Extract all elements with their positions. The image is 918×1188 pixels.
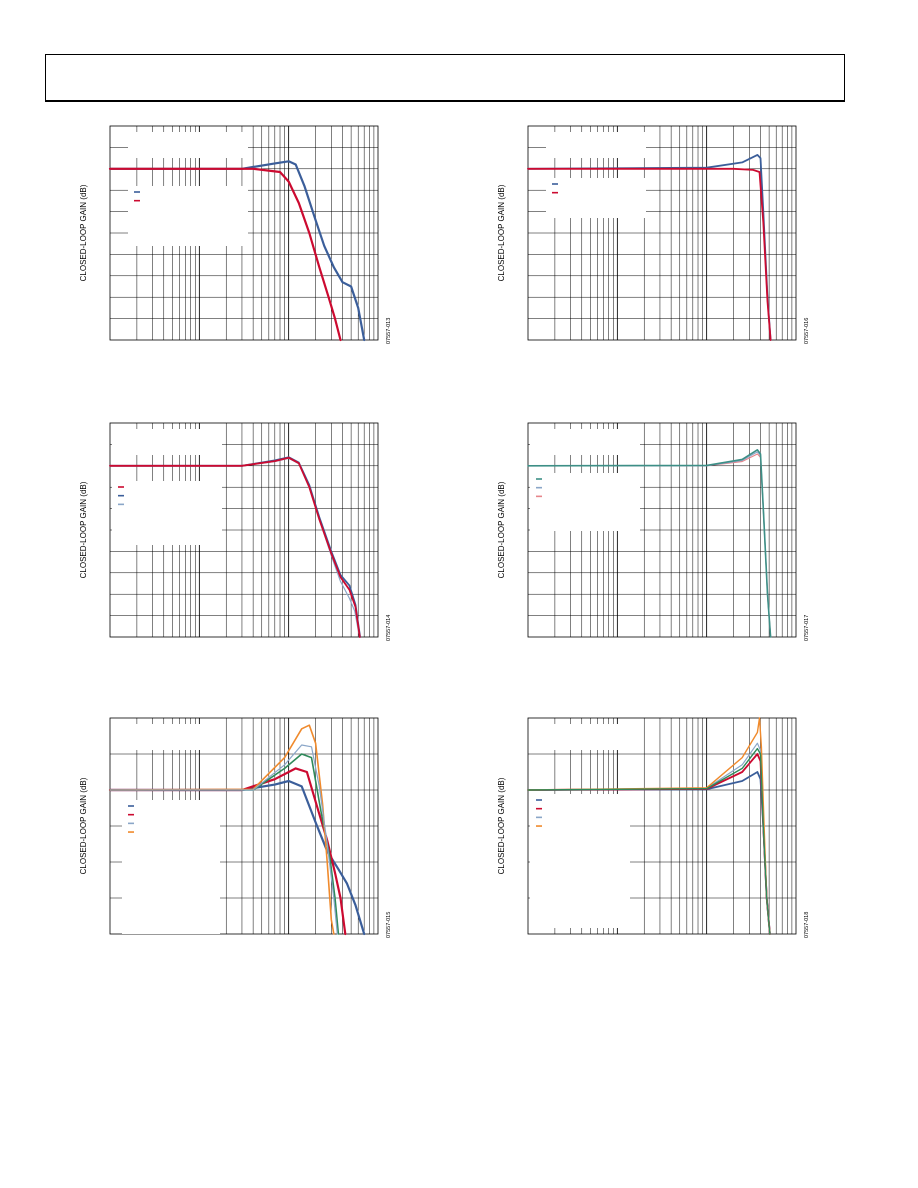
chart-panel-014: CLOSED-LOOP GAIN (dB) 07557-014 — [72, 415, 392, 647]
legend-box — [530, 794, 630, 928]
figure-code: 07557-013 — [386, 318, 392, 344]
chart-panel-013: CLOSED-LOOP GAIN (dB) 07557-013 — [72, 118, 392, 350]
y-axis-label: CLOSED-LOOP GAIN (dB) — [497, 481, 506, 578]
chart-panel-016: CLOSED-LOOP GAIN (dB) 07557-016 — [490, 118, 810, 350]
legend-box — [128, 186, 248, 246]
y-axis-label: CLOSED-LOOP GAIN (dB) — [497, 777, 506, 874]
series-line-3 — [109, 456, 361, 638]
grid — [528, 126, 796, 340]
legend-box — [546, 178, 646, 218]
chart-013: CLOSED-LOOP GAIN (dB) 07557-013 — [79, 125, 392, 344]
conditions-box — [530, 429, 640, 455]
series-line-2 — [527, 167, 772, 341]
chart-panel-015: CLOSED-LOOP GAIN (dB) 07557-015 — [72, 710, 392, 942]
figure-code: 07557-014 — [386, 615, 392, 641]
legend-box — [530, 473, 640, 531]
figure-code: 07557-015 — [386, 912, 392, 938]
legend-box — [122, 800, 220, 934]
series-line-4 — [109, 724, 335, 935]
chart-016: CLOSED-LOOP GAIN (dB) 07557-016 — [497, 125, 810, 344]
series-line-1 — [108, 779, 366, 936]
legend-box — [112, 481, 222, 545]
y-axis-label: CLOSED-LOOP GAIN (dB) — [79, 481, 88, 578]
chart-015: CLOSED-LOOP GAIN (dB) 07557-015 — [79, 717, 392, 938]
series-line-1 — [108, 160, 366, 342]
chart-018: CLOSED-LOOP GAIN (dB) 07557-018 — [497, 717, 810, 938]
series-line-5 — [527, 747, 771, 935]
conditions-box — [112, 429, 222, 455]
conditions-box — [530, 724, 630, 750]
figure-code: 07557-017 — [804, 615, 810, 641]
page-header-box — [45, 54, 845, 102]
series-line-5 — [109, 744, 338, 935]
figure-code: 07557-016 — [804, 318, 810, 344]
chart-014: CLOSED-LOOP GAIN (dB) 07557-014 — [79, 422, 392, 641]
series-line-2 — [108, 167, 342, 342]
chart-panel-017: CLOSED-LOOP GAIN (dB) 07557-017 — [490, 415, 810, 647]
conditions-box — [128, 132, 248, 158]
y-axis-label: CLOSED-LOOP GAIN (dB) — [79, 777, 88, 874]
chart-panel-018: CLOSED-LOOP GAIN (dB) 07557-018 — [490, 710, 810, 942]
conditions-box — [122, 724, 220, 750]
figure-code: 07557-018 — [804, 912, 810, 938]
chart-017: CLOSED-LOOP GAIN (dB) 07557-017 — [497, 422, 810, 641]
series-line-3 — [109, 753, 340, 935]
conditions-box — [546, 132, 646, 158]
series-line-3 — [527, 449, 772, 638]
y-axis-label: CLOSED-LOOP GAIN (dB) — [497, 184, 506, 281]
y-axis-label: CLOSED-LOOP GAIN (dB) — [79, 184, 88, 281]
